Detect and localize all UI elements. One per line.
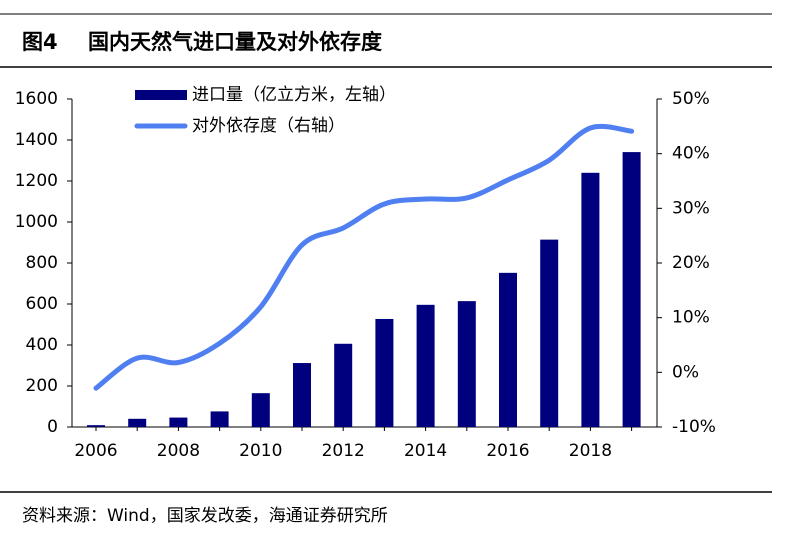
chart-title: 国内天然气进口量及对外依存度 xyxy=(88,30,382,54)
bar xyxy=(499,272,517,427)
bar xyxy=(169,417,188,427)
x-tick-label: 2012 xyxy=(322,441,365,461)
source: 资料来源：Wind，国家发改委，海通证券研究所 xyxy=(22,506,388,526)
figure-label: 图4 xyxy=(22,30,58,54)
y2-tick-label: 30% xyxy=(672,198,710,218)
y-tick-label: 1600 xyxy=(15,89,58,109)
y-tick-label: 1200 xyxy=(15,171,58,191)
legend-label: 对外依存度（右轴） xyxy=(192,116,345,136)
x-tick-label: 2016 xyxy=(486,441,529,461)
y-tick-label: 400 xyxy=(26,335,58,355)
y-tick-label: 0 xyxy=(47,417,58,437)
bar xyxy=(416,304,435,427)
y2-tick-label: 20% xyxy=(672,253,710,273)
x-tick-label: 2018 xyxy=(569,441,612,461)
x-tick-label: 2014 xyxy=(404,441,447,461)
bar xyxy=(293,363,311,427)
bar xyxy=(540,239,559,427)
bar xyxy=(581,172,600,427)
y-tick-label: 1000 xyxy=(15,212,58,232)
bar xyxy=(128,418,147,427)
bar xyxy=(334,343,353,427)
legend-label: 进口量（亿立方米，左轴） xyxy=(192,85,396,105)
x-tick-label: 2006 xyxy=(74,441,117,461)
y-tick-label: 600 xyxy=(26,294,58,314)
legend-swatch xyxy=(135,90,187,100)
y2-tick-label: -10% xyxy=(672,417,716,437)
y-tick-label: 200 xyxy=(26,376,58,396)
y-tick-label: 1400 xyxy=(15,130,58,150)
y2-tick-label: 40% xyxy=(672,144,710,164)
line xyxy=(93,123,635,391)
bar xyxy=(622,152,641,427)
y2-tick-label: 0% xyxy=(672,362,699,382)
bar xyxy=(210,411,229,427)
x-tick-label: 2008 xyxy=(157,441,200,461)
x-tick-label: 2010 xyxy=(239,441,282,461)
bar xyxy=(87,425,105,427)
y2-tick-label: 50% xyxy=(672,89,710,109)
bar xyxy=(375,318,394,427)
bar xyxy=(251,393,270,427)
y-tick-label: 800 xyxy=(26,253,58,273)
y2-tick-label: 10% xyxy=(672,308,710,328)
bar xyxy=(457,301,476,427)
